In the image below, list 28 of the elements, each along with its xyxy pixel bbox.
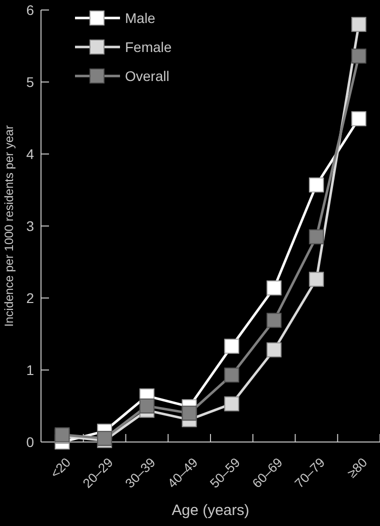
y-axis-title: Incidence per 1000 residents per year: [2, 125, 16, 327]
point: [266, 312, 282, 328]
y-tick-label: 1: [26, 362, 34, 378]
x-tick-label: <20: [47, 454, 74, 481]
point: [351, 16, 366, 32]
legend-label: Male: [125, 10, 156, 26]
y-tick-label: 2: [26, 290, 34, 306]
x-axis-title: Age (years): [172, 502, 250, 519]
y-tick-label: 3: [26, 218, 34, 234]
point: [351, 111, 366, 126]
y-tick-label: 4: [26, 146, 34, 162]
legend-label: Female: [125, 38, 172, 55]
point: [308, 177, 324, 192]
point: [182, 406, 197, 421]
point: [224, 396, 240, 412]
legend-label: Overall: [125, 68, 170, 84]
point: [308, 229, 324, 244]
point: [266, 342, 282, 358]
point: [308, 272, 324, 287]
y-tick-label: 6: [26, 2, 34, 18]
point: [224, 368, 240, 383]
x-tick-label: ≥80: [344, 454, 370, 481]
y-tick-label: 0: [26, 434, 34, 450]
point: [139, 398, 154, 414]
point: [266, 280, 282, 296]
point: [224, 338, 240, 354]
point: [351, 48, 366, 64]
y-tick-label: 5: [26, 74, 34, 90]
